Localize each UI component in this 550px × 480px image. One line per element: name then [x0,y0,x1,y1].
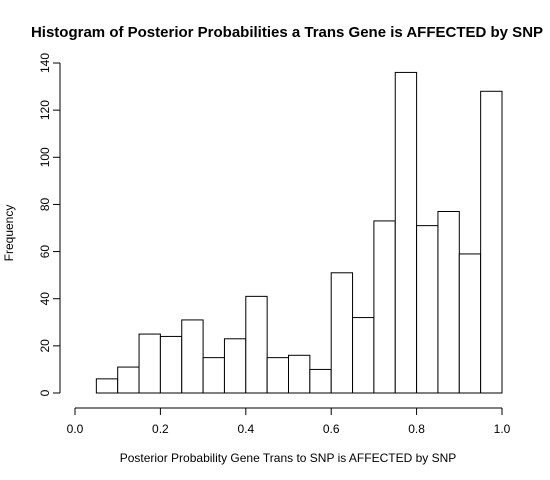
histogram-bar-14 [394,71,418,394]
histogram-bar-2 [138,333,161,394]
histogram-bar-9 [288,354,311,394]
histogram-bar-16 [437,211,460,394]
x-tick-label: 0.8 [408,422,425,436]
histogram-bar-12 [352,317,375,394]
x-tick-label: 0.6 [323,422,340,436]
histogram-bar-15 [416,225,439,394]
y-tick-label: 20 [38,339,52,353]
chart-title: Histogram of Posterior Probabilities a T… [31,24,543,41]
y-tick-label: 80 [38,197,52,211]
y-axis: 0 20 40 60 80 100 120 140 [38,53,61,396]
x-tick-label: 0.0 [67,422,84,436]
x-tick-label: 0.4 [237,422,254,436]
x-tick-label: 0.2 [152,422,169,436]
histogram-bar-6 [223,338,247,394]
x-tick-label: 1.0 [494,422,511,436]
y-tick-label: 120 [38,100,52,120]
histogram-bar-18 [480,90,503,394]
y-tick-label: 100 [38,147,52,167]
histogram-bar-11 [330,272,354,394]
histogram-bar-8 [266,357,289,394]
y-tick-label: 40 [38,292,52,306]
histogram-bar-7 [245,295,268,394]
histogram-bar-1 [117,366,140,394]
histogram-bar-0 [95,378,119,394]
histogram-bar-5 [202,357,225,394]
histogram-bar-10 [309,368,332,394]
y-tick-label: 60 [38,245,52,259]
y-axis-label: Frequency [2,205,16,262]
histogram-bar-4 [181,319,204,394]
histogram-bars [95,71,503,394]
x-axis-label: Posterior Probability Gene Trans to SNP … [120,451,457,465]
x-axis: 0.0 0.2 0.4 0.6 0.8 1.0 [67,407,511,436]
histogram-bar-3 [159,335,183,394]
histogram-bar-13 [373,220,396,394]
histogram-bar-17 [458,253,482,394]
y-tick-label: 0 [38,389,52,396]
y-tick-label: 140 [38,53,52,73]
